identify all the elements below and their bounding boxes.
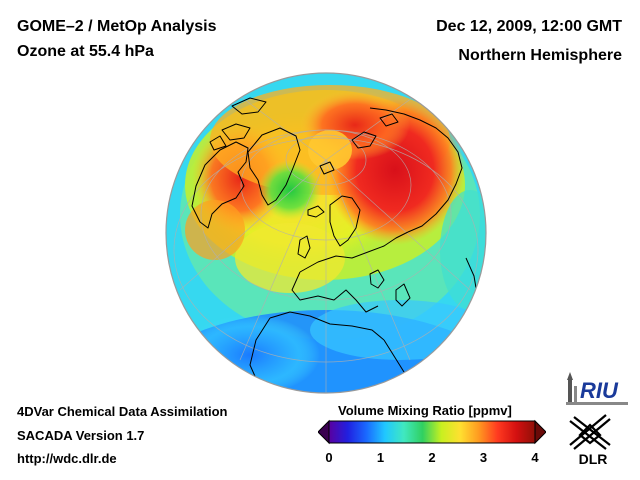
timestamp: Dec 12, 2009, 12:00 GMT [436, 18, 622, 35]
colorbar-max-arrow [534, 419, 546, 445]
map-title: GOME–2 / MetOp Analysis [17, 18, 217, 35]
source-url: http://wdc.dlr.de [17, 451, 117, 466]
colorbar-tick-label: 2 [428, 450, 436, 465]
method-label: 4DVar Chemical Data Assimilation [17, 404, 228, 419]
colorbar-tick-label: 4 [531, 450, 539, 465]
dlr-logo-text: DLR [579, 451, 608, 467]
riu-logo: RIU [566, 372, 628, 405]
colorbar [318, 419, 546, 445]
colorbar-min-arrow [318, 419, 330, 445]
riu-logo-text: RIU [580, 378, 619, 403]
version-label: SACADA Version 1.7 [17, 428, 145, 443]
colorbar-scale [328, 420, 536, 444]
colorbar-tick-label: 3 [479, 450, 488, 465]
colorbar-title: Volume Mixing Ratio [ppmv] [338, 403, 512, 418]
colorbar-tick-label: 1 [376, 450, 385, 465]
dlr-logo: DLR [569, 414, 611, 467]
colorbar-tick-label: 0 [325, 450, 333, 465]
region-label: Northern Hemisphere [458, 47, 622, 64]
map-subtitle: Ozone at 55.4 hPa [17, 43, 154, 60]
